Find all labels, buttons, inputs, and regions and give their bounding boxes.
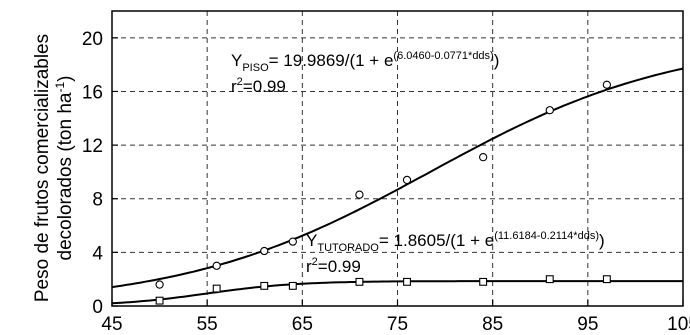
annotation-piso: YPISO= 19.9869/(1 + e(6.0460-0.0771*dds)… [231, 50, 499, 96]
x-tick-label: 95 [577, 314, 598, 335]
data-point-square [260, 281, 269, 290]
data-point-square [288, 281, 297, 290]
y-tick-label: 8 [92, 190, 103, 211]
data-point-square [212, 284, 221, 293]
data-points [155, 80, 612, 305]
y-tick-label: 20 [82, 29, 103, 50]
x-tick-label: 85 [482, 314, 503, 335]
axis-ticks: 45 55 65 75 85 95 105 0 4 8 12 16 20 [82, 29, 690, 335]
fit-curve-2 [111, 280, 683, 305]
data-point-square [403, 277, 411, 286]
svg-text:YTUTORADO= 1.8605/(1 + e(11.61: YTUTORADO= 1.8605/(1 + e(11.6184-0.2114*… [306, 230, 605, 254]
svg-text:YPISO= 19.9869/(1 + e(6.0460-0: YPISO= 19.9869/(1 + e(6.0460-0.0771*dds)… [231, 50, 499, 74]
fit-curve-1 [111, 67, 684, 289]
data-point-circle [260, 246, 269, 256]
data-point-square [545, 275, 554, 284]
x-tick-label: 65 [292, 314, 313, 335]
y-tick-label: 4 [92, 243, 103, 264]
data-point-square [602, 275, 611, 284]
data-point-circle [355, 190, 364, 199]
data-point-circle [602, 80, 612, 89]
data-point-circle [288, 237, 297, 246]
data-point-circle [402, 175, 412, 185]
data-point-circle [155, 280, 164, 289]
data-point-square [479, 277, 488, 286]
x-tick-label: 55 [197, 314, 218, 335]
fitted-curves [111, 67, 684, 305]
annotation-tutorado: YTUTORADO= 1.8605/(1 + e(11.6184-0.2114*… [306, 230, 605, 276]
svg-text:r2=0.99: r2=0.99 [231, 76, 286, 96]
data-point-circle [212, 261, 221, 270]
svg-text:r2=0.99: r2=0.99 [306, 256, 361, 276]
y-tick-label: 16 [82, 82, 103, 103]
x-tick-label: 105 [667, 314, 690, 335]
data-point-circle [545, 106, 554, 115]
y-tick-label: 0 [92, 297, 103, 318]
data-point-square [355, 277, 364, 286]
x-tick-label: 75 [387, 314, 408, 335]
y-tick-label: 12 [82, 136, 103, 157]
data-point-square [155, 296, 164, 305]
y-axis-label-line1: Peso de frutos comercializables [32, 34, 53, 302]
y-axis-label-line2: decolorados (ton ha-1) [53, 76, 76, 261]
grid-lines [112, 11, 683, 306]
data-point-circle [478, 153, 488, 162]
x-tick-label: 45 [101, 314, 122, 335]
